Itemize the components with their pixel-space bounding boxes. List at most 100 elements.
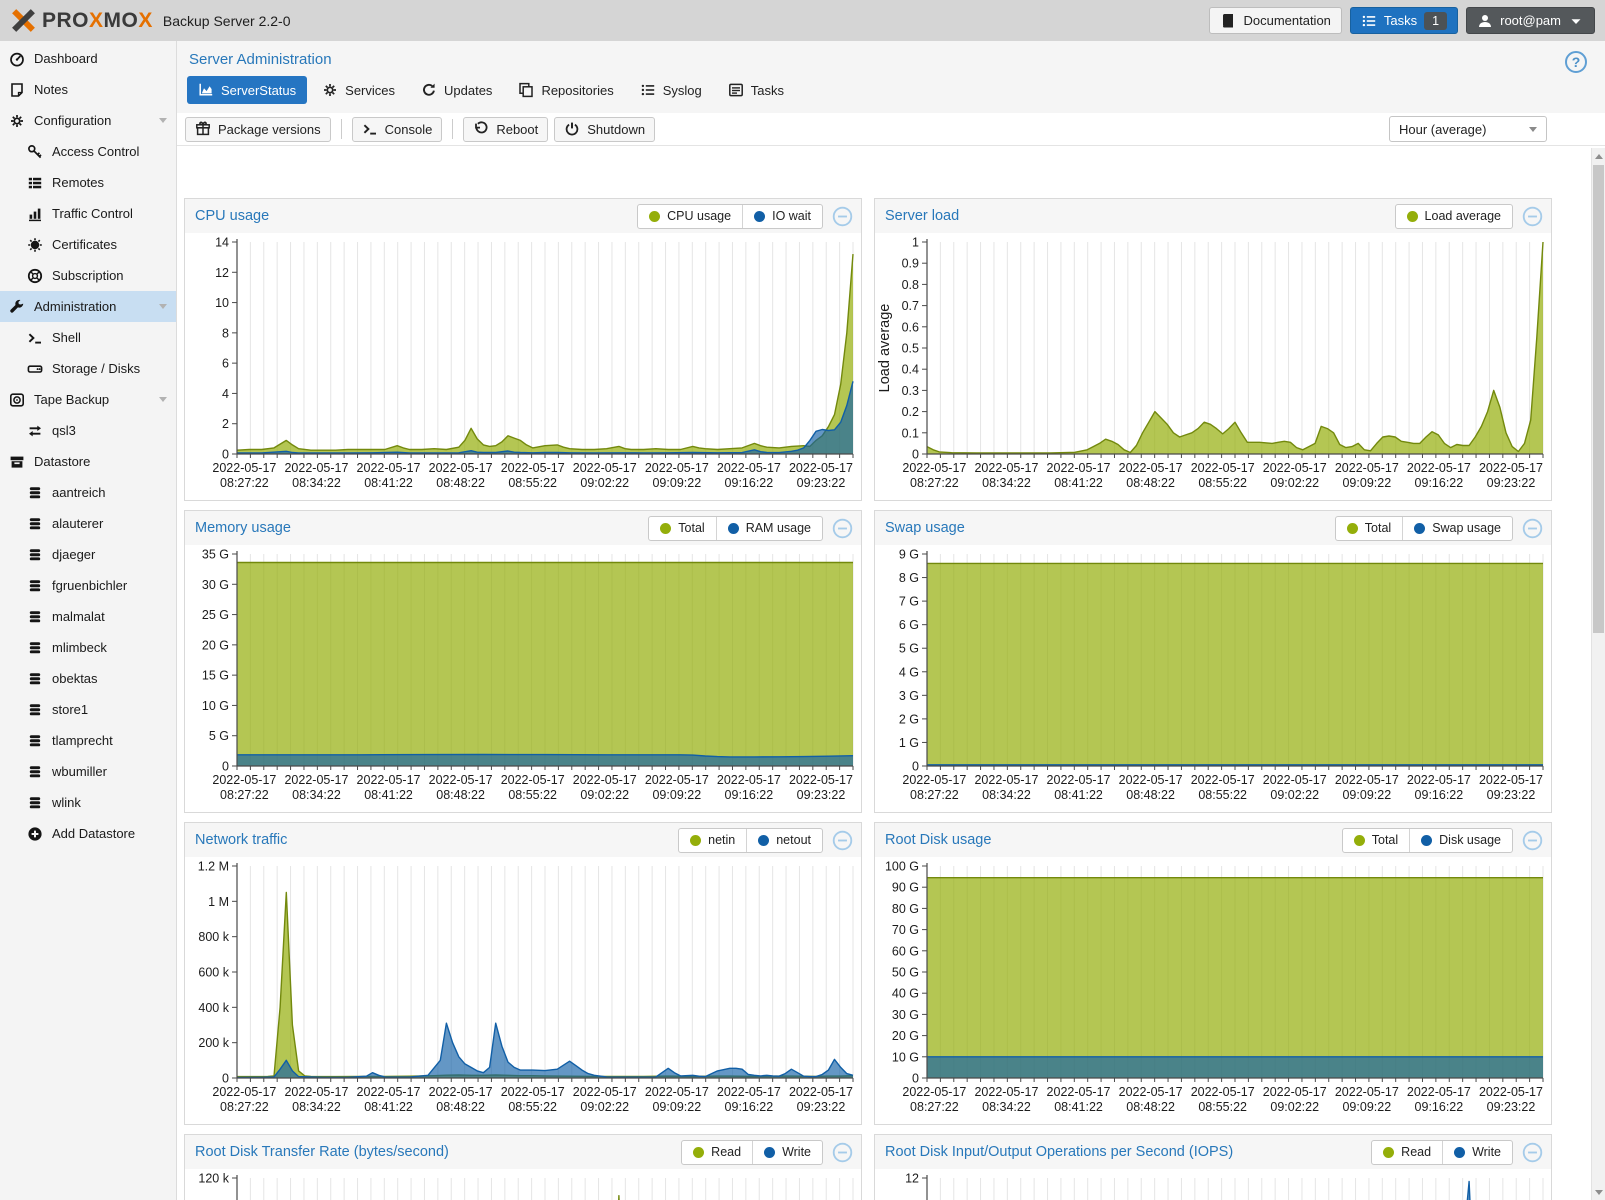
proxmox-logo: PROXMOX (10, 7, 153, 34)
legend-item-total[interactable]: Total (1336, 517, 1402, 540)
legend-item-write[interactable]: Write (752, 1140, 822, 1164)
documentation-button[interactable]: Documentation (1209, 7, 1342, 34)
exchange-icon (27, 423, 43, 439)
subscription-icon (27, 268, 43, 284)
sidebar-item-subscription[interactable]: Subscription (0, 260, 176, 291)
sidebar-item-datastore[interactable]: Datastore (0, 446, 176, 477)
sidebar-item-djaeger[interactable]: djaeger (0, 539, 176, 570)
toolbar: Package versions Console Reboot Shutdown Hou… (177, 113, 1605, 146)
tab-syslog[interactable]: Syslog (629, 76, 713, 104)
collapse-panel-button[interactable] (1522, 206, 1543, 227)
sidebar-item-store1[interactable]: store1 (0, 694, 176, 725)
sidebar-item-access-control[interactable]: Access Control (0, 136, 176, 167)
timeframe-select[interactable]: Hour (average) (1389, 116, 1547, 142)
tab-tasks[interactable]: Tasks (717, 76, 795, 104)
legend-item-read[interactable]: Read (1372, 1141, 1442, 1164)
sidebar-item-mlimbeck[interactable]: mlimbeck (0, 632, 176, 663)
sidebar-item-label: malmalat (52, 609, 105, 624)
remotes-icon (27, 175, 43, 191)
legend-item-swap-usage[interactable]: Swap usage (1402, 516, 1512, 540)
tab-serverstatus[interactable]: ServerStatus (187, 76, 308, 104)
console-button[interactable]: Console (351, 116, 443, 142)
sidebar-item-label: Shell (52, 330, 81, 345)
svg-text:2022-05-17: 2022-05-17 (501, 773, 565, 787)
sidebar-item-storage-disks[interactable]: Storage / Disks (0, 353, 176, 384)
chevron-down-icon[interactable] (159, 118, 167, 123)
legend-item-write[interactable]: Write (1442, 1140, 1512, 1164)
tasks-button[interactable]: Tasks 1 (1349, 7, 1459, 34)
svg-text:2022-05-17: 2022-05-17 (645, 1085, 709, 1099)
legend-item-disk-usage[interactable]: Disk usage (1409, 828, 1512, 852)
sidebar-item-wlink[interactable]: wlink (0, 787, 176, 818)
collapse-panel-button[interactable] (832, 830, 853, 851)
collapse-panel-button[interactable] (832, 518, 853, 539)
tab-updates[interactable]: Updates (410, 76, 503, 104)
collapse-panel-button[interactable] (1522, 1142, 1543, 1163)
svg-text:2022-05-17: 2022-05-17 (1335, 1085, 1399, 1099)
panel-header: Root Disk Transfer Rate (bytes/second) Re… (185, 1135, 861, 1169)
sidebar-item-obektas[interactable]: obektas (0, 663, 176, 694)
memory-usage-panel: Memory usage Total RAM usage 0 5 G 10 G 15 G 20… (184, 510, 862, 813)
svg-text:2022-05-17: 2022-05-17 (573, 1085, 637, 1099)
sidebar-item-add-datastore[interactable]: Add Datastore (0, 818, 176, 849)
legend-item-total[interactable]: Total (1343, 829, 1409, 852)
svg-text:08:48:22: 08:48:22 (436, 1100, 485, 1114)
svg-text:2022-05-17: 2022-05-17 (789, 461, 853, 475)
collapse-panel-button[interactable] (1522, 518, 1543, 539)
legend-item-netout[interactable]: netout (746, 828, 822, 852)
chevron-down-icon[interactable] (159, 304, 167, 309)
legend-item-ram-usage[interactable]: RAM usage (715, 516, 822, 540)
panel-header: CPU usage CPU usage IO wait (185, 199, 861, 233)
collapse-panel-button[interactable] (832, 1142, 853, 1163)
tab-repositories[interactable]: Repositories (507, 76, 624, 104)
svg-text:08:55:22: 08:55:22 (508, 788, 557, 802)
svg-text:2022-05-17: 2022-05-17 (1407, 461, 1471, 475)
scrollbar-thumb[interactable] (1593, 165, 1604, 633)
collapse-panel-button[interactable] (1522, 830, 1543, 851)
svg-text:2022-05-17: 2022-05-17 (357, 461, 421, 475)
sidebar-item-tape-backup[interactable]: Tape Backup (0, 384, 176, 415)
legend-item-io-wait[interactable]: IO wait (742, 204, 822, 228)
svg-text:1.2 M: 1.2 M (198, 860, 229, 874)
sidebar-item-traffic-control[interactable]: Traffic Control (0, 198, 176, 229)
sidebar-item-configuration[interactable]: Configuration (0, 105, 176, 136)
sidebar-item-aantreich[interactable]: aantreich (0, 477, 176, 508)
sidebar-item-fgruenbichler[interactable]: fgruenbichler (0, 570, 176, 601)
chevron-down-icon[interactable] (159, 397, 167, 402)
svg-text:09:09:22: 09:09:22 (1342, 476, 1391, 490)
reboot-button[interactable]: Reboot (463, 116, 549, 142)
shutdown-button[interactable]: Shutdown (554, 116, 656, 142)
sidebar-item-shell[interactable]: Shell (0, 322, 176, 353)
svg-text:2022-05-17: 2022-05-17 (902, 773, 966, 787)
sidebar-item-malmalat[interactable]: malmalat (0, 601, 176, 632)
sidebar-item-certificates[interactable]: Certificates (0, 229, 176, 260)
svg-text:08:41:22: 08:41:22 (1054, 1100, 1103, 1114)
sidebar-item-wbumiller[interactable]: wbumiller (0, 756, 176, 787)
sidebar-item-administration[interactable]: Administration (0, 291, 176, 322)
svg-text:6 G: 6 G (899, 618, 919, 632)
vertical-scrollbar[interactable] (1591, 148, 1605, 1200)
legend-item-netin[interactable]: netin (679, 829, 746, 852)
task-list-icon (1361, 13, 1377, 29)
sidebar-item-tlamprecht[interactable]: tlamprecht (0, 725, 176, 756)
user-menu-button[interactable]: root@pam (1466, 7, 1595, 34)
sidebar-item-label: Datastore (34, 454, 91, 469)
sidebar-item-notes[interactable]: Notes (0, 74, 176, 105)
sidebar-item-dashboard[interactable]: Dashboard (0, 43, 176, 74)
sidebar-item-label: qsl3 (52, 423, 76, 438)
help-icon[interactable]: ? (1565, 51, 1587, 73)
sidebar-item-qsl3[interactable]: qsl3 (0, 415, 176, 446)
legend-item-total[interactable]: Total (649, 517, 715, 540)
scroll-up-arrow-icon[interactable] (1592, 149, 1605, 163)
legend-item-cpu-usage[interactable]: CPU usage (638, 205, 742, 228)
tab-services[interactable]: Services (311, 76, 406, 104)
package-versions-button[interactable]: Package versions (185, 116, 331, 142)
sidebar-item-alauterer[interactable]: alauterer (0, 508, 176, 539)
legend-item-load-average[interactable]: Load average (1396, 205, 1512, 228)
svg-text:100 G: 100 G (885, 860, 919, 874)
scroll-down-arrow-icon[interactable] (1592, 1185, 1605, 1199)
sidebar-item-remotes[interactable]: Remotes (0, 167, 176, 198)
svg-text:09:16:22: 09:16:22 (1415, 788, 1464, 802)
legend-item-read[interactable]: Read (682, 1141, 752, 1164)
collapse-panel-button[interactable] (832, 206, 853, 227)
